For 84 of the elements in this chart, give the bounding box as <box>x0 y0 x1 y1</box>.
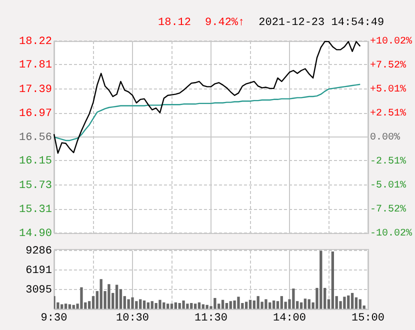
bar <box>304 298 307 309</box>
x-tick-label: 14:00 <box>272 312 306 325</box>
y-tick-label: 15.73 <box>18 180 52 192</box>
bar <box>186 304 189 309</box>
y2-tick-label: -10.02% <box>370 228 412 240</box>
bar <box>146 302 150 309</box>
y2-tick-label: +10.02% <box>370 36 412 48</box>
bar <box>256 296 260 309</box>
bar <box>198 302 201 309</box>
x-tick-label: 10:30 <box>116 312 150 325</box>
bar <box>300 302 303 309</box>
bar <box>229 301 232 309</box>
bar <box>119 289 122 309</box>
bar <box>158 300 162 309</box>
y2-tick-label: -2.51% <box>370 156 406 168</box>
y2-tick-label: +5.01% <box>370 84 406 96</box>
bar <box>350 292 354 309</box>
bar <box>80 287 83 309</box>
bar <box>162 302 166 309</box>
bar <box>127 299 130 309</box>
bar <box>252 300 256 309</box>
bar <box>166 304 170 309</box>
y-tick-label: 18.22 <box>18 36 52 48</box>
bar <box>292 288 295 309</box>
y-tick-label: 16.97 <box>18 108 52 120</box>
bar <box>237 296 240 309</box>
y-tick-label: 17.81 <box>18 60 52 72</box>
bar <box>248 300 252 309</box>
bar <box>233 300 236 309</box>
bar <box>131 297 134 309</box>
bar <box>139 299 142 309</box>
y-tick-label: 16.56 <box>18 132 52 144</box>
bar <box>182 300 185 309</box>
y-tick-label: 6191 <box>26 264 52 277</box>
bar <box>268 302 272 309</box>
y2-tick-label: -7.52% <box>370 204 406 216</box>
y2-tick-label: -5.01% <box>370 180 406 192</box>
text: 9.42%↑ <box>205 17 245 29</box>
bar <box>358 299 362 309</box>
text: 2021-12-23 14:54:49 <box>258 17 384 29</box>
y-tick-label: 3095 <box>26 284 52 296</box>
bar <box>202 304 204 309</box>
bar <box>206 304 208 309</box>
y2-tick-label: +7.52% <box>370 60 406 72</box>
y-tick-label: 9286 <box>26 246 52 258</box>
bar <box>331 251 334 309</box>
y2-tick-label: +2.51% <box>370 108 406 120</box>
bar <box>272 300 276 309</box>
text: 18.12 <box>158 17 192 29</box>
bar <box>244 302 248 309</box>
x-tick-label: 15:00 <box>351 312 385 325</box>
bar <box>150 301 154 309</box>
x-tick-label: 11:30 <box>194 312 228 325</box>
y-tick-label: 14.90 <box>18 228 52 240</box>
y-tick-label: 16.15 <box>18 156 52 168</box>
bar <box>194 304 197 309</box>
bar <box>280 296 283 309</box>
bar <box>308 299 310 309</box>
bar <box>142 300 146 309</box>
bar <box>174 302 178 309</box>
bar <box>60 304 64 309</box>
y-tick-label: 17.39 <box>18 84 52 96</box>
bar <box>264 299 268 309</box>
bar <box>343 296 346 309</box>
bar <box>214 298 216 309</box>
bar <box>178 303 181 309</box>
x-tick-label: 9:30 <box>40 312 68 325</box>
bar <box>115 284 118 309</box>
bar <box>68 304 72 309</box>
bar <box>190 303 193 309</box>
bar <box>221 300 224 309</box>
bar <box>135 301 138 309</box>
bar <box>72 304 75 309</box>
bar <box>64 304 68 309</box>
bar <box>354 297 358 309</box>
bar <box>108 284 110 309</box>
y2-tick-label: 0.00% <box>370 132 400 144</box>
bar <box>170 304 174 309</box>
bar <box>100 279 102 309</box>
bar <box>347 295 350 309</box>
bar <box>154 303 158 309</box>
bar <box>320 250 322 309</box>
bar <box>225 303 228 309</box>
y-tick-label: 15.31 <box>18 204 52 216</box>
